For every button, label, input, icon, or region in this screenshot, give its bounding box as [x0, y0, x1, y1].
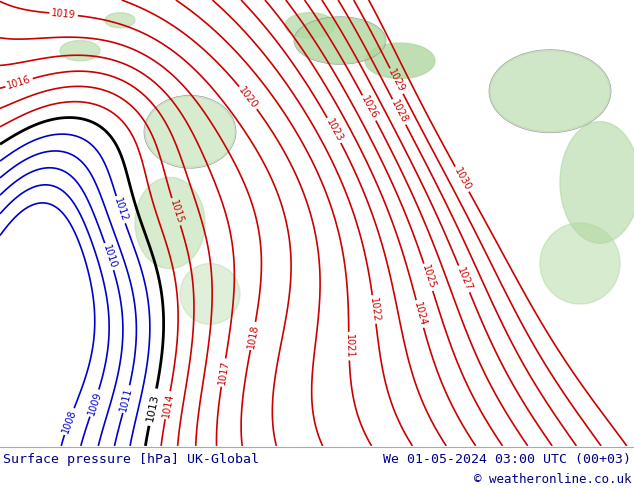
Ellipse shape: [285, 13, 335, 38]
Text: 1016: 1016: [6, 74, 32, 91]
Text: 1015: 1015: [167, 198, 184, 225]
Text: 1028: 1028: [389, 99, 409, 125]
Text: © weatheronline.co.uk: © weatheronline.co.uk: [474, 473, 631, 487]
Text: 1012: 1012: [112, 196, 129, 223]
Text: 1009: 1009: [86, 390, 103, 416]
Ellipse shape: [145, 96, 235, 167]
Ellipse shape: [60, 41, 100, 61]
Text: 1023: 1023: [324, 117, 344, 144]
Text: 1030: 1030: [452, 166, 472, 192]
Text: 1027: 1027: [455, 266, 474, 293]
Ellipse shape: [105, 13, 135, 28]
Text: 1026: 1026: [359, 95, 379, 121]
Text: 1025: 1025: [420, 264, 437, 291]
Text: 1021: 1021: [344, 334, 354, 359]
Text: 1024: 1024: [412, 301, 428, 327]
Ellipse shape: [540, 223, 620, 304]
Text: 1013: 1013: [145, 392, 160, 422]
Ellipse shape: [295, 18, 385, 63]
Text: 1019: 1019: [51, 8, 76, 20]
Text: 1029: 1029: [387, 68, 406, 94]
Ellipse shape: [180, 264, 240, 324]
Ellipse shape: [560, 122, 634, 243]
Text: Surface pressure [hPa] UK-Global: Surface pressure [hPa] UK-Global: [3, 453, 259, 466]
Text: We 01-05-2024 03:00 UTC (00+03): We 01-05-2024 03:00 UTC (00+03): [383, 453, 631, 466]
Ellipse shape: [365, 43, 435, 78]
Ellipse shape: [135, 177, 205, 269]
Text: 1022: 1022: [368, 296, 381, 322]
Text: 1017: 1017: [217, 360, 230, 386]
Text: 1014: 1014: [160, 392, 175, 418]
Text: 1020: 1020: [236, 85, 260, 111]
Ellipse shape: [490, 50, 610, 132]
Text: 1011: 1011: [119, 386, 134, 412]
Text: 1008: 1008: [60, 408, 78, 435]
Text: 1010: 1010: [101, 244, 118, 270]
Text: 1018: 1018: [246, 323, 260, 349]
